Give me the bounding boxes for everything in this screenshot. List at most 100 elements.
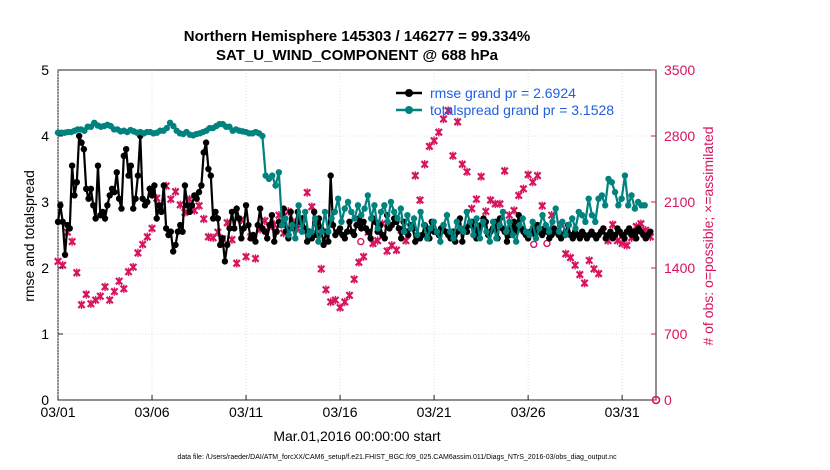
series-point	[367, 215, 375, 222]
series-point	[200, 149, 207, 156]
series-point	[367, 235, 374, 242]
series-point	[489, 218, 497, 225]
series-point	[269, 172, 276, 179]
series-point	[202, 139, 210, 146]
legend-spread-label: totalspread grand pr = 3.1528	[430, 102, 614, 118]
series-point	[371, 202, 378, 209]
obs-assimilated-marker	[143, 232, 152, 242]
obs-assimilated-marker	[326, 297, 335, 307]
obs-assimilated-marker	[500, 166, 509, 176]
obs-assimilated-marker	[340, 297, 349, 307]
series-point	[298, 228, 306, 235]
series-point	[336, 225, 344, 232]
grid	[57, 70, 656, 400]
y-tick-label: 4	[41, 128, 49, 144]
series-point	[572, 225, 579, 232]
obs-assimilated-marker	[434, 128, 443, 137]
obs-assimilated-marker	[444, 106, 453, 115]
series-point	[151, 182, 158, 189]
obs-assimilated-marker	[105, 295, 114, 305]
series-point	[158, 208, 165, 216]
series-point	[354, 202, 362, 209]
series-point	[410, 215, 418, 222]
obs-assimilated-marker	[524, 170, 533, 179]
y2-tick-label: 3500	[664, 62, 695, 78]
y2-tick-label: 1400	[664, 260, 695, 276]
series-point	[450, 235, 457, 242]
series-point	[198, 182, 205, 189]
series-point	[221, 258, 229, 265]
y2-tick-label: 0	[664, 392, 672, 408]
series-point	[417, 208, 424, 216]
obs-assimilated-marker	[519, 184, 528, 193]
obs-assimilated-marker	[317, 264, 326, 274]
obs-assimilated-marker	[481, 207, 490, 216]
y2-axis-label: # of obs: o=possible; ×=assimilated	[700, 126, 716, 345]
obs-assimilated-marker	[575, 270, 584, 279]
obs-assimilated-marker	[195, 201, 204, 210]
series-point	[212, 208, 219, 216]
series-point	[245, 221, 252, 229]
series-point	[338, 218, 345, 225]
series-point	[252, 238, 259, 245]
obs-assimilated-marker	[101, 282, 109, 292]
series-point	[261, 228, 269, 235]
series-point	[66, 225, 73, 232]
series-point	[447, 228, 454, 235]
series-point	[328, 215, 335, 222]
series-point	[334, 195, 342, 202]
series-point	[607, 228, 614, 235]
series-point	[68, 162, 76, 169]
series-point	[364, 192, 372, 199]
series-point	[311, 208, 318, 216]
series-point	[235, 215, 243, 222]
series-point	[608, 179, 615, 186]
series-point	[61, 251, 69, 258]
series-point	[288, 221, 296, 229]
series-point	[585, 195, 592, 202]
series-point	[106, 192, 113, 199]
series-point	[559, 218, 566, 225]
series-point	[231, 225, 238, 232]
obs-assimilated-marker	[566, 253, 575, 262]
obs-assimilated-marker	[510, 206, 518, 215]
series-point	[350, 231, 358, 239]
series-point	[54, 218, 62, 225]
series-point	[360, 218, 367, 225]
series-point	[130, 205, 137, 212]
y-tick-label: 5	[41, 62, 49, 78]
series-point	[303, 238, 311, 245]
x-tick-label: 03/21	[417, 404, 452, 420]
obs-assimilated-marker	[176, 200, 185, 210]
series-point	[381, 202, 388, 209]
series-point	[233, 205, 240, 212]
series-layer	[54, 106, 661, 405]
series-point	[510, 218, 518, 225]
series-point	[344, 198, 352, 206]
series-point	[325, 238, 332, 245]
series-point	[146, 185, 153, 192]
series-point	[460, 228, 467, 235]
series-point	[647, 228, 654, 235]
series-point	[78, 139, 85, 146]
series-point	[552, 205, 559, 212]
series-point	[499, 208, 507, 216]
obs-assimilated-marker	[416, 195, 424, 205]
series-point	[94, 162, 102, 169]
series-point	[278, 221, 286, 229]
chart-subtitle: SAT_U_WIND_COMPONENT @ 688 hPa	[216, 47, 499, 64]
series-point	[118, 205, 125, 212]
series-point	[423, 235, 431, 242]
obs-assimilated-marker	[580, 278, 589, 288]
series-point	[155, 202, 163, 209]
series-point	[611, 231, 619, 239]
series-point	[170, 122, 177, 130]
x-tick-label: 03/01	[40, 404, 75, 420]
series-point	[387, 198, 395, 206]
series-point	[578, 212, 586, 219]
series-point	[358, 225, 365, 232]
series-point	[83, 185, 90, 192]
obs-assimilated-marker	[115, 277, 124, 286]
series-point	[545, 228, 553, 235]
series-point	[321, 208, 329, 216]
